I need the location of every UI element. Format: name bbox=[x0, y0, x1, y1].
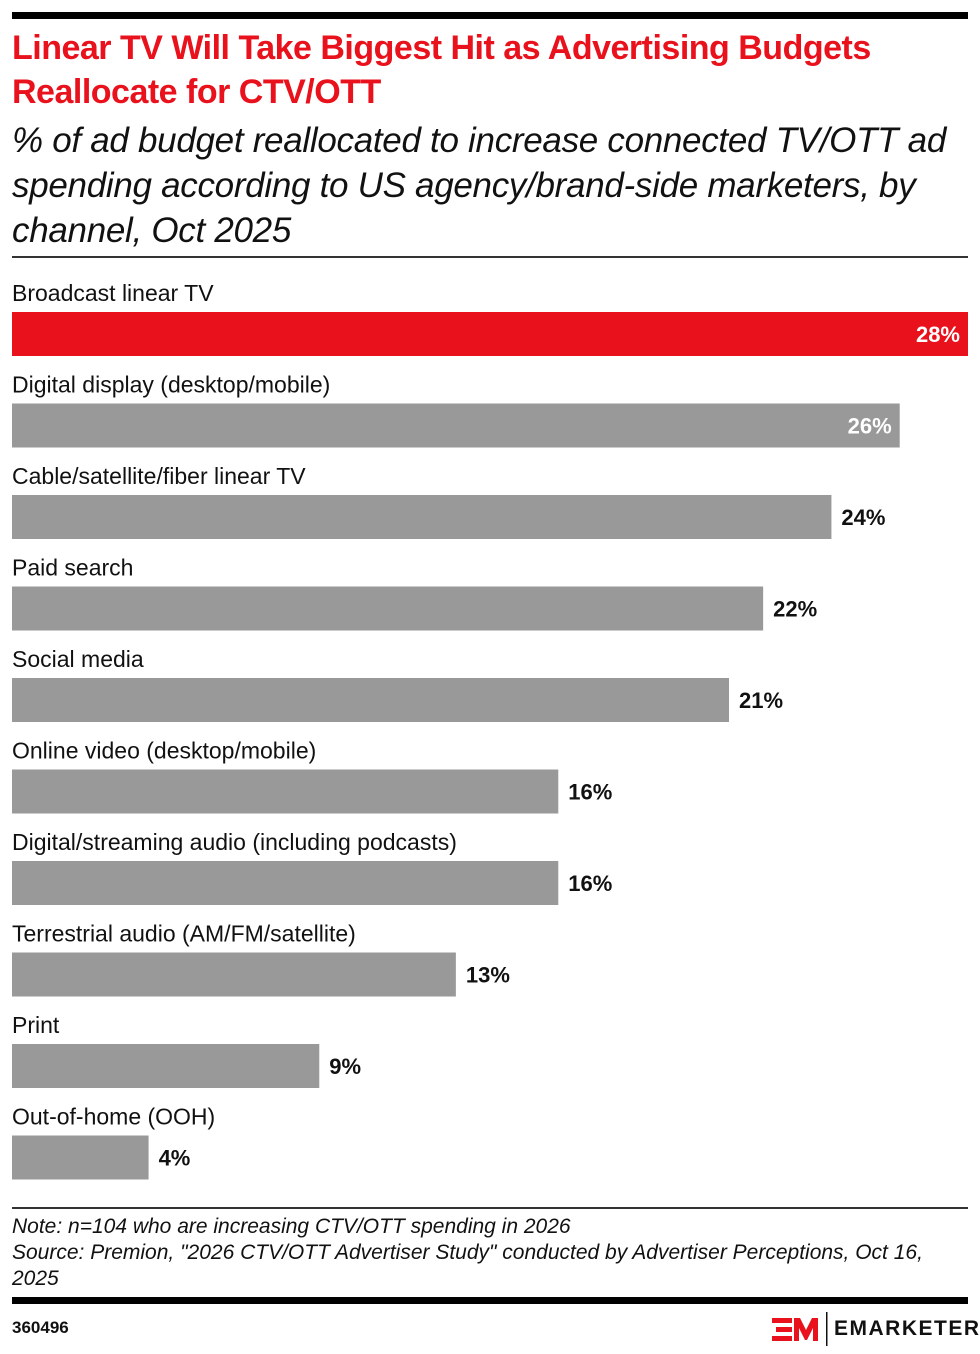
source-text: Source: Premion, "2026 CTV/OTT Advertise… bbox=[12, 1241, 923, 1290]
bar-group: Terrestrial audio (AM/FM/satellite) 13% bbox=[12, 921, 510, 997]
brand-name: EMARKETER bbox=[834, 1317, 980, 1340]
bar-group: Print 9% bbox=[12, 1012, 361, 1088]
category-label: Broadcast linear TV bbox=[12, 280, 214, 306]
value-label: 4% bbox=[159, 1146, 191, 1171]
value-label: 24% bbox=[841, 505, 885, 530]
footer-divider bbox=[12, 1207, 968, 1209]
value-label: 21% bbox=[739, 688, 783, 713]
bar bbox=[12, 769, 559, 814]
emarketer-logo: EMARKETER bbox=[770, 1310, 979, 1346]
footnote: Note: n=104 who are increasing CTV/OTT s… bbox=[12, 1214, 968, 1292]
value-label: 16% bbox=[568, 780, 612, 805]
category-label: Paid search bbox=[12, 555, 133, 581]
header-divider bbox=[12, 256, 968, 258]
value-label: 26% bbox=[848, 414, 892, 439]
bar bbox=[12, 861, 559, 905]
em-logo-icon bbox=[772, 1312, 828, 1346]
bar-group: Paid search 22% bbox=[12, 555, 817, 631]
bar bbox=[12, 952, 456, 997]
bar bbox=[12, 495, 832, 539]
bar-group: Online video (desktop/mobile) 16% bbox=[12, 738, 612, 814]
chart-title: Linear TV Will Take Biggest Hit as Adver… bbox=[12, 29, 871, 111]
value-label: 9% bbox=[329, 1054, 361, 1079]
top-rule bbox=[12, 12, 968, 19]
bar-group: Broadcast linear TV 28% bbox=[12, 280, 968, 356]
bar-group: Out-of-home (OOH) 4% bbox=[12, 1104, 215, 1180]
category-label: Cable/satellite/fiber linear TV bbox=[12, 463, 306, 489]
bar bbox=[12, 312, 968, 356]
value-label: 13% bbox=[466, 963, 510, 988]
bar-chart: Broadcast linear TV 28% Digital display (d… bbox=[12, 280, 968, 1180]
bar bbox=[12, 403, 900, 448]
value-label: 22% bbox=[773, 597, 817, 622]
category-label: Digital display (desktop/mobile) bbox=[12, 372, 330, 398]
category-label: Digital/streaming audio (including podca… bbox=[12, 829, 457, 855]
chart-id: 360496 bbox=[12, 1318, 69, 1337]
bar bbox=[12, 1044, 320, 1088]
bar bbox=[12, 1135, 149, 1180]
chart-subtitle: % of ad budget reallocated to increase c… bbox=[12, 121, 946, 250]
bottom-rule bbox=[12, 1297, 968, 1304]
bar bbox=[12, 678, 729, 722]
bar bbox=[12, 586, 764, 631]
bar-group: Cable/satellite/fiber linear TV 24% bbox=[12, 463, 885, 539]
value-label: 28% bbox=[916, 322, 960, 347]
category-label: Print bbox=[12, 1012, 60, 1038]
bar-group: Digital display (desktop/mobile) 26% bbox=[12, 372, 900, 448]
value-label: 16% bbox=[568, 871, 612, 896]
category-label: Online video (desktop/mobile) bbox=[12, 738, 316, 764]
category-label: Out-of-home (OOH) bbox=[12, 1104, 215, 1130]
category-label: Terrestrial audio (AM/FM/satellite) bbox=[12, 921, 356, 947]
bar-group: Digital/streaming audio (including podca… bbox=[12, 829, 612, 905]
bar-group: Social media 21% bbox=[12, 646, 783, 722]
note-text: Note: n=104 who are increasing CTV/OTT s… bbox=[12, 1215, 571, 1238]
category-label: Social media bbox=[12, 646, 144, 672]
